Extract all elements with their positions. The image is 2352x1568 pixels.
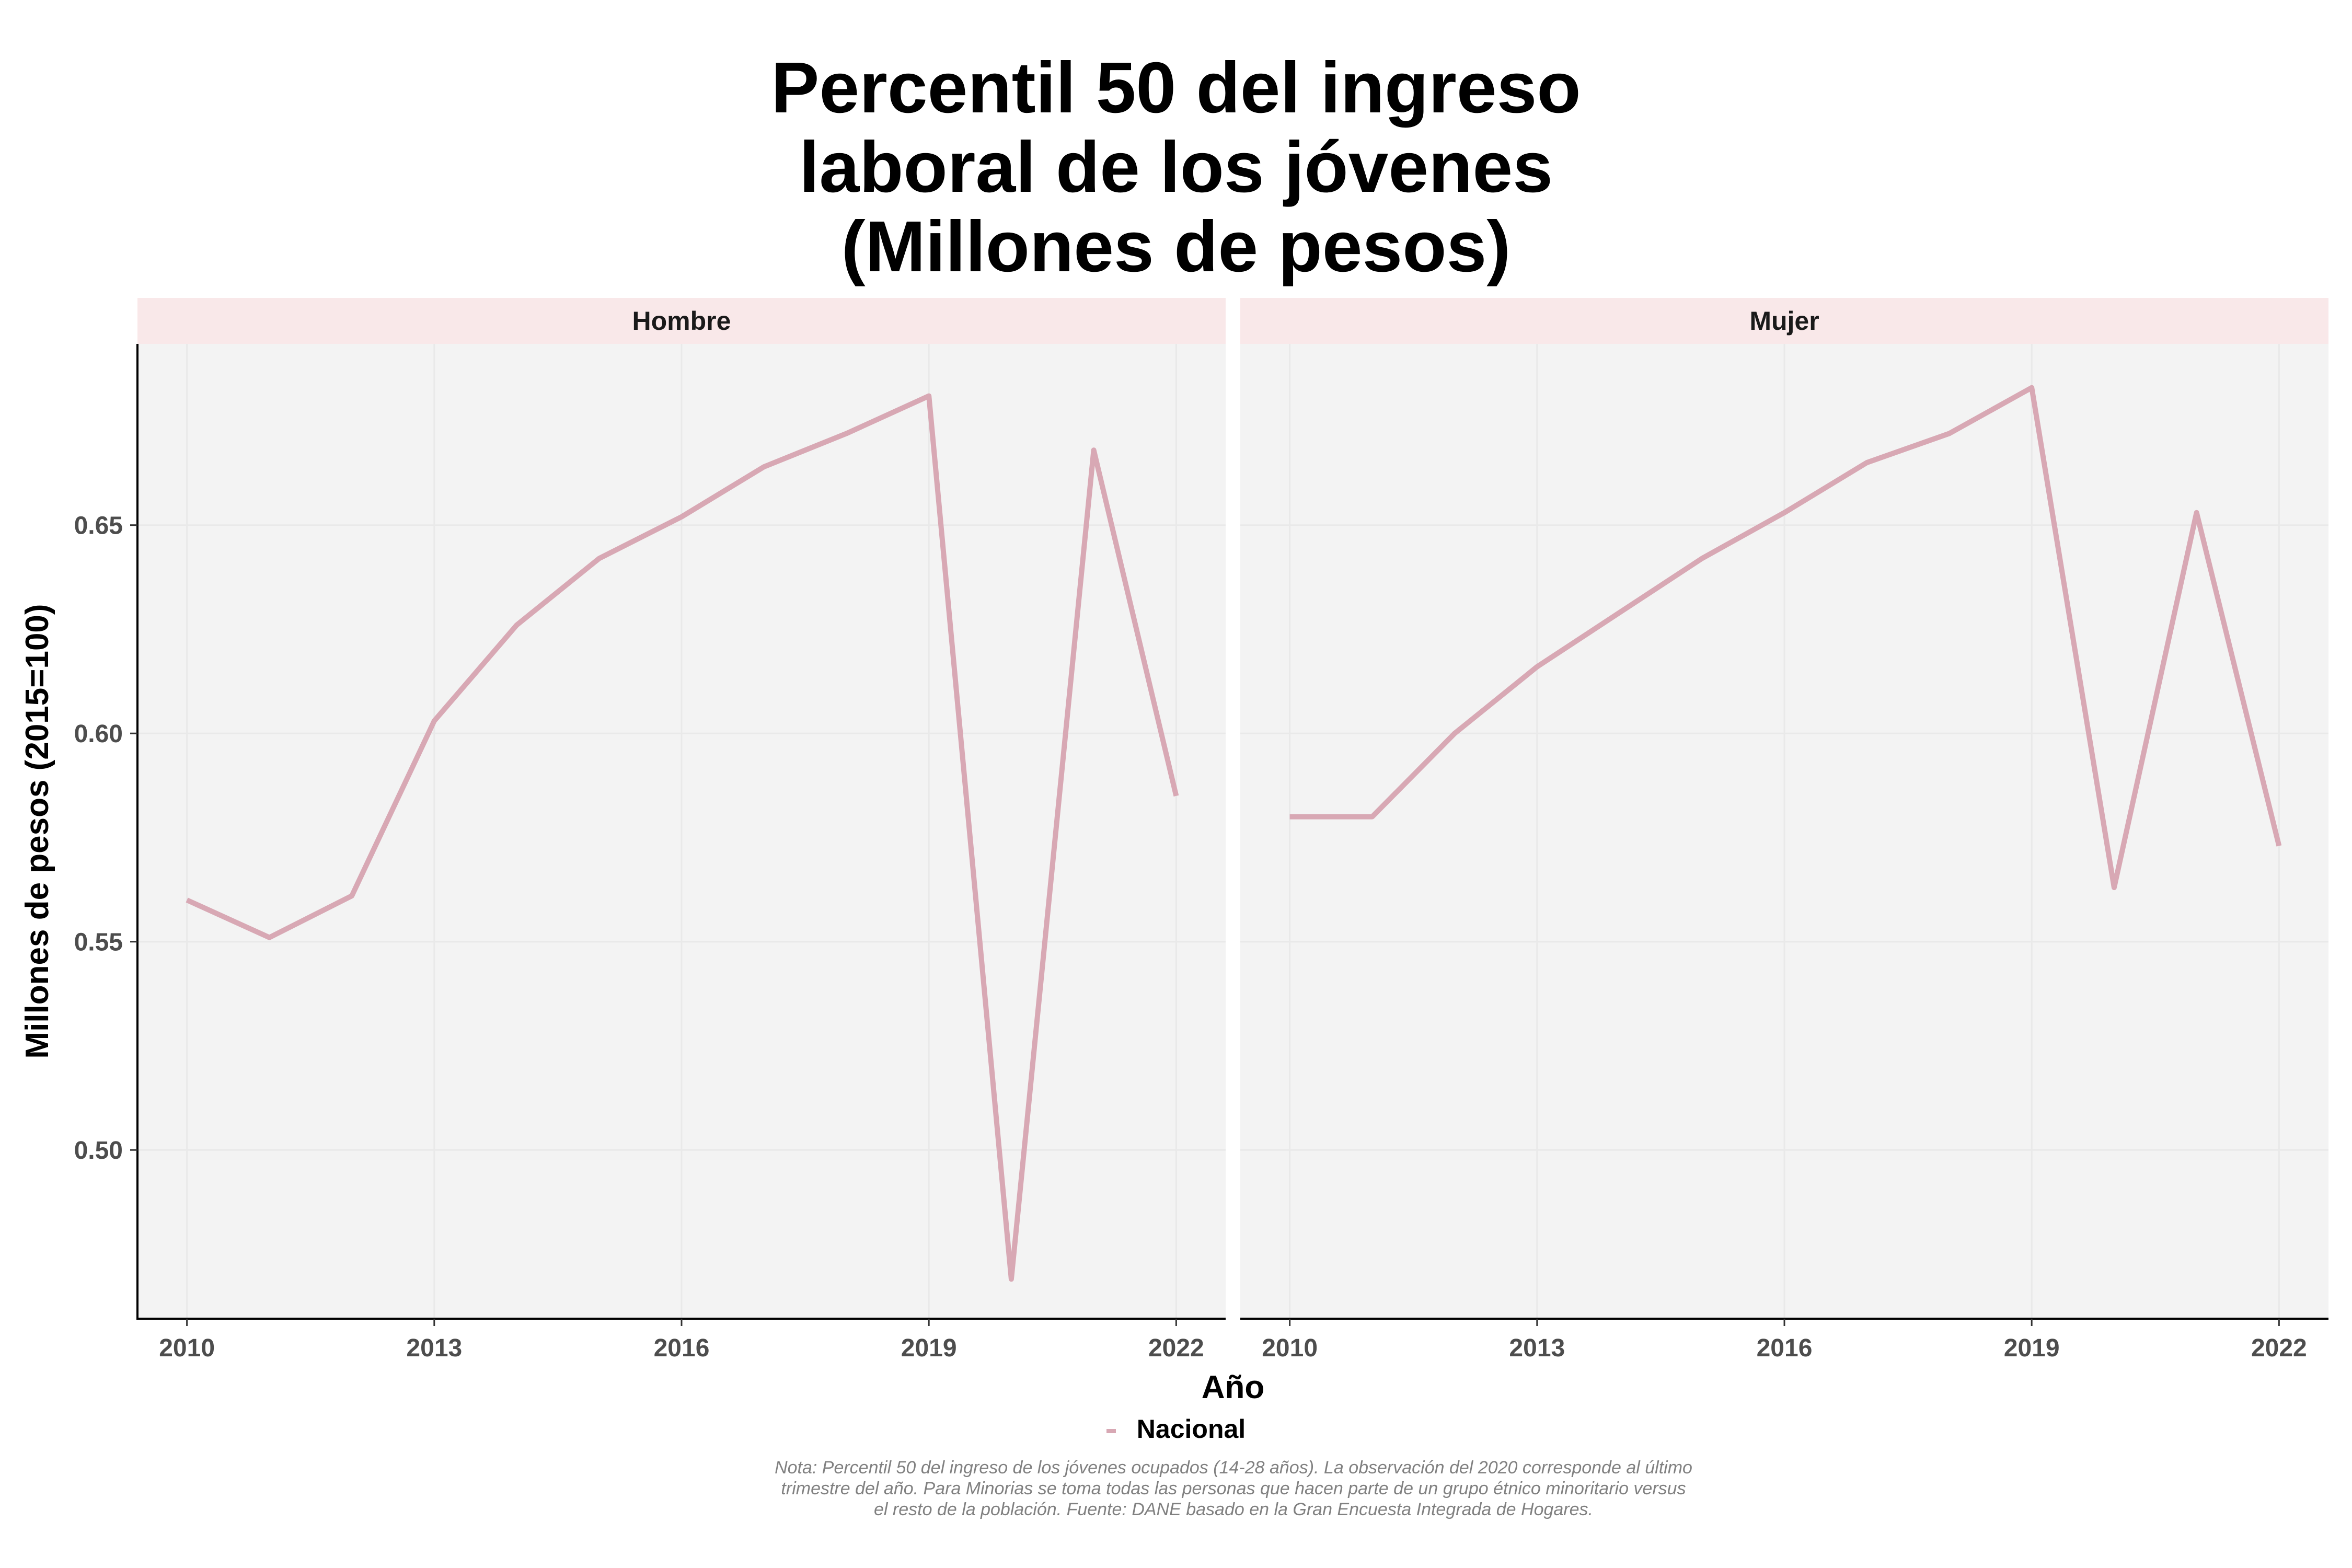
x-tick-label: 2016 (654, 1334, 710, 1362)
legend-label: Nacional (1136, 1414, 1246, 1444)
series-line-mujer-nacional (1289, 385, 2282, 891)
title-line-2: laboral de los jóvenes (799, 127, 1553, 207)
title-line-3: (Millones de pesos) (841, 206, 1511, 287)
x-tick-label: 2013 (406, 1334, 462, 1362)
y-tick-label: 0.55 (74, 929, 123, 956)
y-tick-label: 0.50 (74, 1137, 123, 1165)
legend-key-swatch (1106, 1428, 1116, 1433)
facet-label-mujer: Mujer (1749, 306, 1819, 336)
series-line-hombre-nacional (186, 393, 1179, 1282)
x-tick-label: 2013 (1509, 1334, 1565, 1362)
x-tick-label: 2019 (2004, 1334, 2060, 1362)
x-tick-label: 2019 (901, 1334, 957, 1362)
footnote: Nota: Percentil 50 del ingreso de los jó… (775, 1458, 1692, 1519)
y-axis-title: Millones de pesos (2015=100) (19, 604, 55, 1058)
x-axis-title: Año (1202, 1369, 1265, 1405)
facet-strip-mujer (1240, 298, 2328, 344)
y-tick-label: 0.60 (74, 720, 123, 748)
facet-strip-hombre (137, 298, 1226, 344)
chart-title: Percentil 50 del ingreso laboral de los … (0, 48, 2352, 286)
legend: Nacional (0, 1414, 2352, 1444)
x-tick-label: 2010 (159, 1334, 215, 1362)
x-tick-label: 2022 (2251, 1334, 2307, 1362)
x-tick-label: 2022 (1148, 1334, 1204, 1362)
x-tick-label: 2010 (1262, 1334, 1318, 1362)
y-tick-label: 0.65 (74, 512, 123, 540)
x-tick-label: 2016 (1757, 1334, 1813, 1362)
title-line-1: Percentil 50 del ingreso (771, 48, 1581, 128)
facet-label-hombre: Hombre (632, 306, 731, 336)
